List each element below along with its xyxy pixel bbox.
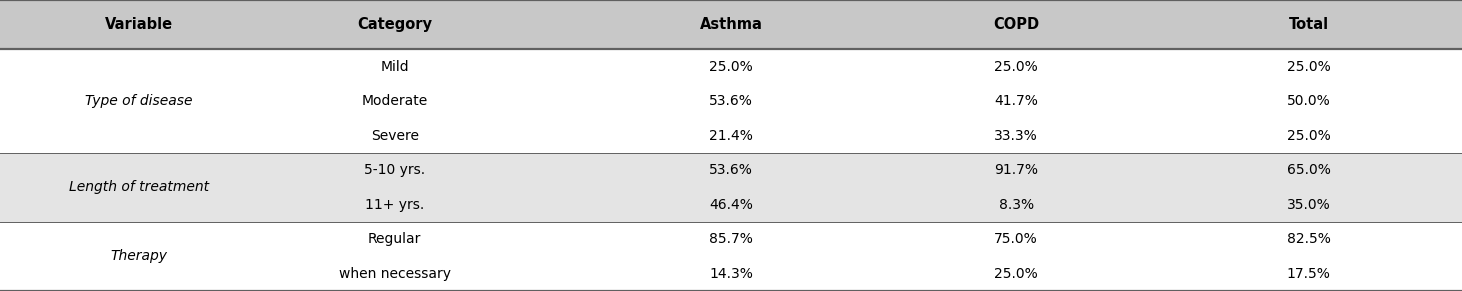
Text: 21.4%: 21.4% xyxy=(709,129,753,143)
Text: Total: Total xyxy=(1288,17,1329,32)
Text: 17.5%: 17.5% xyxy=(1287,267,1330,281)
Bar xyxy=(0,222,1462,291)
Text: when necessary: when necessary xyxy=(339,267,450,281)
Text: 53.6%: 53.6% xyxy=(709,163,753,177)
Text: 5-10 yrs.: 5-10 yrs. xyxy=(364,163,425,177)
Text: Length of treatment: Length of treatment xyxy=(69,180,209,194)
Text: 25.0%: 25.0% xyxy=(994,60,1038,74)
Text: 85.7%: 85.7% xyxy=(709,232,753,246)
Text: 8.3%: 8.3% xyxy=(999,198,1034,212)
Text: 53.6%: 53.6% xyxy=(709,94,753,108)
Text: COPD: COPD xyxy=(993,17,1039,32)
Text: Therapy: Therapy xyxy=(111,249,167,263)
Text: Severe: Severe xyxy=(371,129,418,143)
Text: Regular: Regular xyxy=(368,232,421,246)
Bar xyxy=(0,153,1462,222)
Text: 65.0%: 65.0% xyxy=(1287,163,1330,177)
Text: Moderate: Moderate xyxy=(361,94,428,108)
Text: 91.7%: 91.7% xyxy=(994,163,1038,177)
Text: 25.0%: 25.0% xyxy=(994,267,1038,281)
Text: Mild: Mild xyxy=(380,60,409,74)
Text: Asthma: Asthma xyxy=(699,17,763,32)
Text: 75.0%: 75.0% xyxy=(994,232,1038,246)
Text: 35.0%: 35.0% xyxy=(1287,198,1330,212)
Text: 11+ yrs.: 11+ yrs. xyxy=(366,198,424,212)
Bar xyxy=(0,0,1462,49)
Text: Type of disease: Type of disease xyxy=(85,94,193,108)
Text: 46.4%: 46.4% xyxy=(709,198,753,212)
Text: 25.0%: 25.0% xyxy=(1287,60,1330,74)
Text: 25.0%: 25.0% xyxy=(1287,129,1330,143)
Text: Variable: Variable xyxy=(105,17,173,32)
Text: 82.5%: 82.5% xyxy=(1287,232,1330,246)
Text: 50.0%: 50.0% xyxy=(1287,94,1330,108)
Text: 14.3%: 14.3% xyxy=(709,267,753,281)
Text: 25.0%: 25.0% xyxy=(709,60,753,74)
Bar xyxy=(0,49,1462,153)
Text: Category: Category xyxy=(357,17,433,32)
Text: 33.3%: 33.3% xyxy=(994,129,1038,143)
Text: 41.7%: 41.7% xyxy=(994,94,1038,108)
